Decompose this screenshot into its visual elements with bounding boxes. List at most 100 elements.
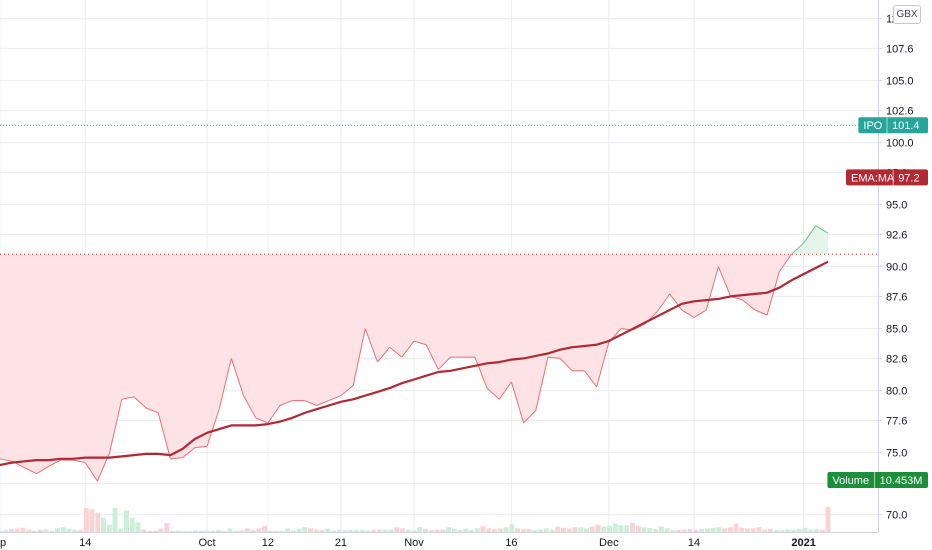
volume-bar — [164, 522, 170, 532]
y-tick-label: 107.6 — [886, 43, 914, 55]
volume-bar — [681, 529, 687, 532]
price-segment — [255, 417, 269, 424]
currency-badge[interactable]: GBX — [893, 5, 921, 24]
volume-bar — [819, 529, 825, 532]
volume-bar — [382, 529, 388, 532]
volume-bar — [641, 527, 647, 532]
x-tick-label: 14 — [79, 537, 91, 549]
volume-bar — [279, 530, 285, 532]
price-segment — [815, 225, 829, 234]
area-below-baseline — [0, 254, 828, 482]
volume-bar — [170, 530, 175, 532]
volume-bar — [750, 528, 756, 532]
volume-bar — [745, 528, 750, 532]
volume-bar — [9, 529, 14, 532]
volume-bar — [101, 517, 106, 532]
volume-tag-label: Volume — [832, 475, 869, 487]
volume-bar — [290, 530, 296, 532]
volume-bar — [538, 529, 543, 532]
volume-bar — [808, 529, 814, 532]
axis-tags: IPO 101.4 EMA:MA 97.2 Volume 10.453M — [827, 117, 928, 488]
volume-bar — [181, 530, 187, 532]
volume-bar — [618, 525, 624, 532]
volume-bar — [72, 529, 78, 532]
volume-bar — [607, 526, 612, 532]
price-segment — [693, 309, 707, 318]
price-segment — [328, 395, 342, 402]
volume-bar — [239, 530, 244, 532]
price-segment — [133, 396, 147, 409]
price-axis[interactable]: 70.072.575.077.680.082.685.087.690.092.6… — [878, 14, 914, 522]
volume-bar — [296, 528, 302, 532]
price-segment — [0, 458, 13, 462]
price-segment — [547, 356, 561, 359]
time-axis[interactable]: p 14 Oct 12 21 Nov 16 Dec 14 2021 — [0, 537, 816, 549]
price-segment — [170, 457, 183, 460]
volume-bar — [342, 530, 348, 532]
volume-bar — [440, 529, 446, 532]
volume-bar — [716, 527, 722, 532]
baseline-fill — [0, 225, 828, 482]
volume-bars — [0, 506, 831, 532]
y-tick-label: 95.0 — [886, 200, 907, 212]
volume-bar — [486, 528, 492, 532]
volume-bar — [768, 528, 773, 532]
volume-bar — [630, 522, 635, 532]
price-segment — [206, 409, 220, 447]
volume-bar — [664, 528, 670, 532]
volume-bar — [693, 529, 699, 532]
volume-bar — [3, 530, 9, 532]
price-line — [0, 225, 829, 482]
volume-bar — [175, 530, 181, 532]
volume-bar — [49, 530, 55, 532]
x-tick-label: Dec — [599, 537, 619, 549]
price-segment — [218, 358, 232, 410]
price-segment — [535, 357, 549, 411]
volume-bar — [457, 529, 463, 532]
volume-bar — [653, 529, 658, 532]
x-tick-label: 14 — [688, 537, 700, 549]
y-tick-label: 92.6 — [886, 229, 907, 241]
price-segment — [243, 395, 257, 419]
volume-bar — [428, 530, 434, 532]
volume-bar — [348, 530, 354, 532]
price-segment — [304, 400, 317, 406]
price-segment — [352, 328, 366, 386]
volume-bar — [791, 529, 796, 532]
volume-bar — [779, 530, 785, 532]
y-tick-label: 70.0 — [886, 510, 907, 522]
volume-bar — [658, 526, 664, 532]
volume-bar — [43, 529, 49, 532]
volume-bar — [124, 510, 129, 532]
volume-bar — [699, 529, 704, 532]
price-segment — [364, 328, 378, 363]
ema-tag-bg — [846, 169, 928, 186]
volume-bar — [354, 530, 359, 532]
x-tick-label: 2021 — [791, 537, 815, 549]
volume-bar — [118, 528, 124, 532]
price-segment — [559, 358, 573, 372]
price-segment — [791, 242, 804, 255]
volume-bar — [210, 530, 216, 532]
y-tick-label: 100.0 — [886, 138, 914, 150]
price-segment — [498, 381, 512, 400]
x-tick-label: Oct — [198, 537, 215, 549]
ipo-tag: IPO 101.4 — [858, 117, 928, 134]
volume-bar — [60, 527, 66, 532]
price-segment — [803, 225, 817, 244]
price-segment — [523, 410, 537, 424]
volume-bar — [589, 526, 595, 532]
price-segment — [705, 266, 719, 311]
price-segment — [24, 467, 37, 475]
volume-bar — [762, 529, 768, 532]
price-segment — [778, 253, 792, 272]
volume-bar — [492, 529, 497, 532]
volume-bar — [676, 530, 681, 532]
volume-bar — [198, 530, 204, 532]
price-segment — [194, 445, 208, 449]
volume-bar — [32, 530, 37, 532]
x-tick-label: 16 — [505, 537, 517, 549]
volume-bar — [710, 527, 716, 532]
volume-bar — [377, 529, 382, 532]
